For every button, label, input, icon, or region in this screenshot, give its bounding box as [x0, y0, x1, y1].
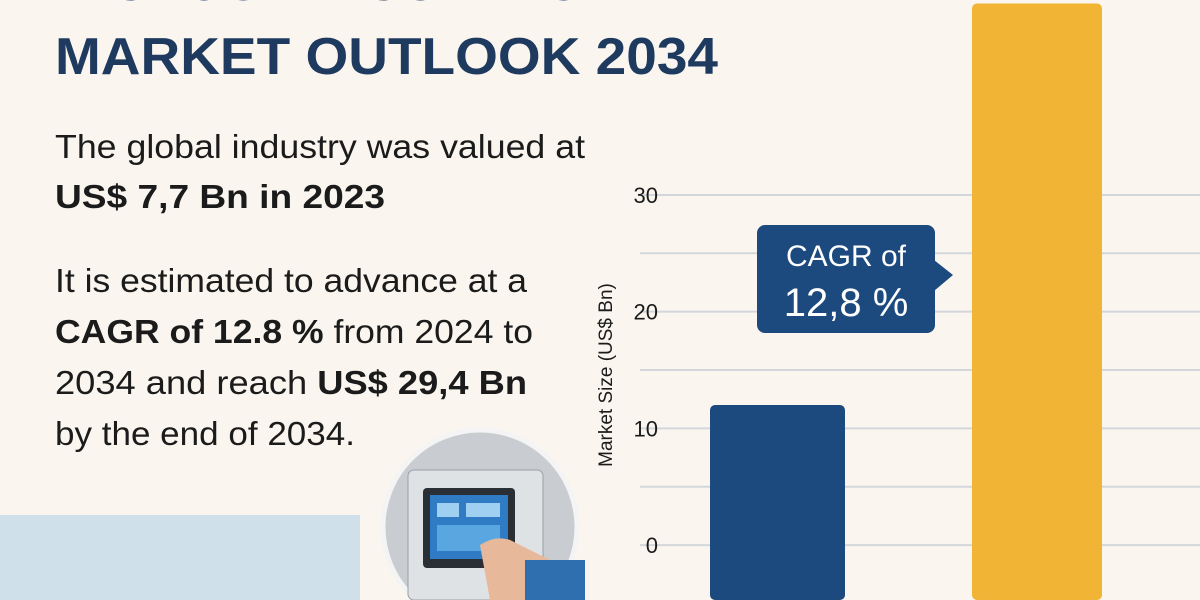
- callout-text: 12,8 %: [784, 281, 909, 325]
- text-segment: US$ 29,4 Bn: [317, 364, 527, 401]
- text-segment: by the end of 2034.: [55, 415, 355, 452]
- plot: 0 10 20 30: [634, 3, 1200, 600]
- paragraph-line: US$ 7,7 Bn in 2023: [55, 178, 385, 215]
- y-tick-label: 10: [634, 416, 658, 441]
- callout: CAGR of 12,8 %: [757, 225, 953, 333]
- y-tick-label: 0: [646, 533, 658, 558]
- title-line: MARKET OUTLOOK 2034: [55, 28, 718, 86]
- footer-band: [0, 515, 360, 600]
- y-tick-label: 20: [634, 300, 658, 325]
- text-segment: CAGR of 12.8 %: [55, 313, 324, 350]
- bar: [710, 405, 845, 600]
- paragraph: It is estimated to advance at a CAGR of 1…: [55, 262, 533, 452]
- paragraph-line: by the end of 2034.: [55, 415, 355, 452]
- paragraph-line: The global industry was valued at: [55, 128, 585, 165]
- paragraph-line: 2034 and reach US$ 29,4 Bn: [55, 364, 527, 401]
- paragraph-line: CAGR of 12.8 % from 2024 to: [55, 313, 533, 350]
- text-segment: It is estimated to advance at a: [55, 262, 528, 299]
- callout-text: CAGR of: [786, 240, 907, 273]
- photo: [380, 427, 585, 600]
- text-segment: from 2024 to: [324, 313, 533, 350]
- y-axis-label: Market Size (US$ Bn): [596, 283, 617, 467]
- title-line: MICROGRID CONTROLLER: [55, 0, 715, 12]
- bar: [972, 3, 1102, 600]
- text-segment: 2034 and reach: [55, 364, 317, 401]
- paragraph-line: It is estimated to advance at a: [55, 262, 528, 299]
- y-tick-label: 30: [634, 183, 658, 208]
